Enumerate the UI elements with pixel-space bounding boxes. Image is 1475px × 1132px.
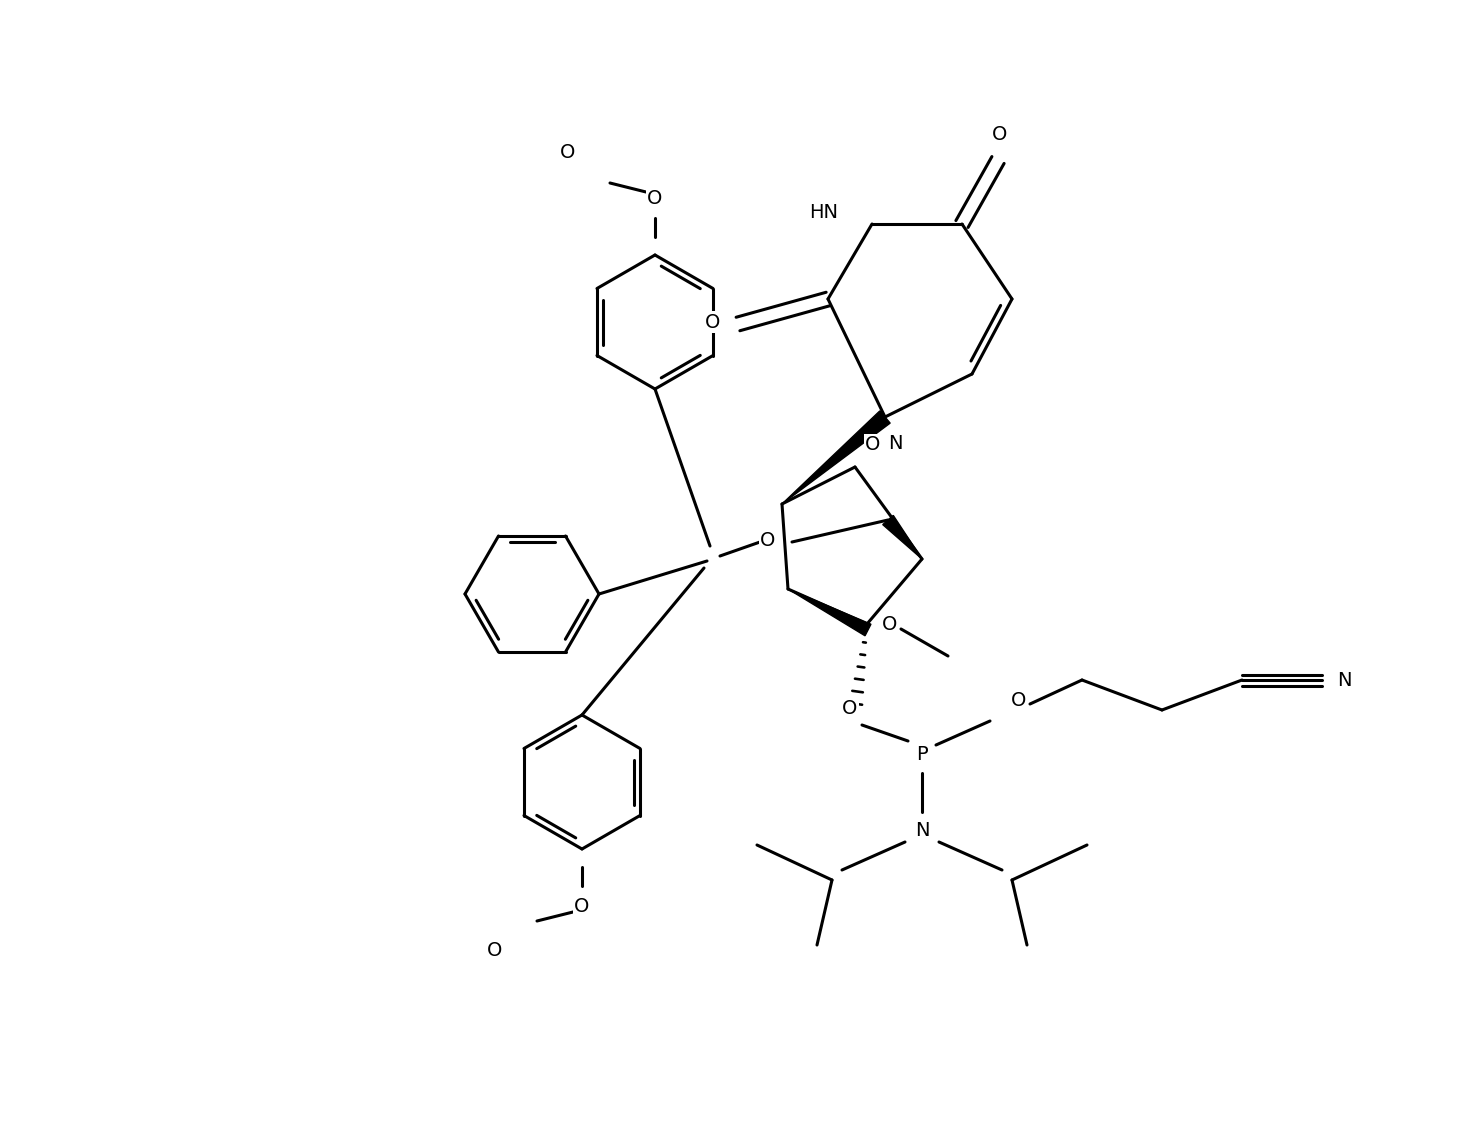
Text: O: O [1012,692,1027,711]
Text: N: N [888,435,903,454]
Text: O: O [866,436,881,455]
Text: O: O [882,616,898,635]
Text: O: O [560,144,575,163]
Text: N: N [914,821,929,840]
Text: O: O [487,942,503,960]
Text: HN: HN [810,203,838,222]
Text: N: N [1336,670,1351,689]
Polygon shape [788,589,870,636]
Polygon shape [782,411,889,504]
Text: O: O [705,312,721,332]
Text: O: O [648,189,662,207]
Text: O: O [760,531,776,549]
Text: O: O [993,126,1007,145]
Text: O: O [842,698,857,718]
Text: P: P [916,746,928,764]
Text: O: O [574,897,590,916]
Polygon shape [882,515,922,559]
